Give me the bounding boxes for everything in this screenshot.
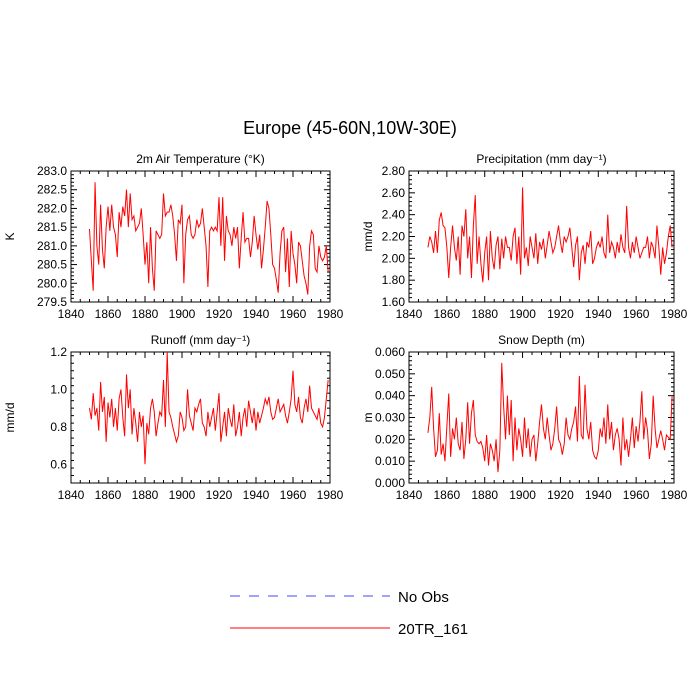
y-tick-label: 1.0 (50, 382, 67, 396)
y-tick-label: 282.0 (37, 201, 67, 215)
x-tick-label: 1980 (661, 488, 688, 502)
x-tick-label: 1860 (95, 488, 122, 502)
series-line-20tr-161 (427, 362, 673, 473)
x-tick-label: 1920 (547, 307, 574, 321)
y-axis-label: m (361, 413, 375, 423)
panel-snow-depth: Snow Depth (m) 1840 1860 1880 1900 1920 1940 19… (361, 333, 688, 502)
x-tick-label: 1980 (661, 307, 688, 321)
x-tick-label: 1940 (585, 307, 612, 321)
y-tick-label: 0.030 (375, 411, 405, 425)
series-line-20tr-161 (89, 182, 329, 295)
legend-label-no-obs: No Obs (398, 589, 449, 606)
x-tick-label: 1880 (471, 307, 498, 321)
x-tick-label: 1840 (58, 307, 85, 321)
x-tick-label: 1900 (509, 307, 536, 321)
panel-runoff: Runoff (mm day⁻¹) 1840 1860 1880 1900 1920 194… (3, 333, 344, 502)
y-tick-label: 0.6 (50, 457, 67, 471)
x-tick-label: 1880 (132, 307, 159, 321)
y-tick-label: 0.060 (375, 345, 405, 359)
x-tick-label: 1960 (623, 488, 650, 502)
x-tick-label: 1960 (623, 307, 650, 321)
y-tick-label: 1.60 (382, 295, 406, 309)
y-tick-label: 1.80 (382, 273, 406, 287)
y-tick-label: 0.000 (375, 476, 405, 490)
x-tick-label: 1940 (243, 307, 270, 321)
x-tick-label: 1880 (471, 488, 498, 502)
x-tick-label: 1980 (317, 488, 344, 502)
y-tick-label: 2.20 (382, 230, 406, 244)
x-tick-label: 1840 (396, 488, 423, 502)
x-tick-label: 1940 (585, 488, 612, 502)
x-tick-label: 1840 (396, 307, 423, 321)
series-line-20tr-161 (89, 351, 329, 465)
y-tick-label: 2.00 (382, 251, 406, 265)
x-tick-label: 1860 (95, 307, 122, 321)
y-axis-label: K (3, 232, 17, 240)
figure-title: Europe (45-60N,10W-30E) (243, 118, 457, 138)
y-tick-label: 0.010 (375, 454, 405, 468)
y-tick-label: 281.0 (37, 239, 67, 253)
x-tick-label: 1860 (434, 488, 461, 502)
y-tick-label: 283.0 (37, 164, 67, 178)
y-tick-label: 2.80 (382, 164, 406, 178)
y-tick-label: 1.2 (50, 345, 67, 359)
x-tick-label: 1900 (169, 307, 196, 321)
legend-label-20tr-161: 20TR_161 (398, 621, 468, 638)
legend: No Obs 20TR_161 (230, 589, 468, 638)
y-tick-label: 280.5 (37, 258, 67, 272)
x-tick-label: 1860 (434, 307, 461, 321)
x-tick-label: 1980 (317, 307, 344, 321)
panel-precipitation: Precipitation (mm day⁻¹) 1840 1860 1880 1900… (361, 152, 688, 321)
x-tick-label: 1960 (280, 488, 307, 502)
panel-title: Snow Depth (m) (498, 333, 585, 347)
y-axis-label: mm/d (361, 222, 375, 252)
y-tick-label: 282.5 (37, 183, 67, 197)
x-tick-label: 1920 (206, 307, 233, 321)
y-tick-label: 0.050 (375, 367, 405, 381)
x-tick-label: 1960 (280, 307, 307, 321)
y-tick-label: 281.5 (37, 220, 67, 234)
y-tick-label: 2.40 (382, 208, 406, 222)
x-tick-label: 1920 (547, 488, 574, 502)
y-tick-label: 0.020 (375, 432, 405, 446)
y-tick-label: 2.60 (382, 186, 406, 200)
x-tick-label: 1880 (132, 488, 159, 502)
y-tick-label: 0.8 (50, 420, 67, 434)
y-axis-label: mm/d (3, 403, 17, 433)
x-tick-label: 1920 (206, 488, 233, 502)
x-tick-label: 1940 (243, 488, 270, 502)
x-tick-label: 1900 (169, 488, 196, 502)
panel-title: Precipitation (mm day⁻¹) (476, 152, 606, 166)
y-tick-label: 280.0 (37, 276, 67, 290)
panel-air-temperature: 2m Air Temperature (°K) 1840 1860 1880 1900 1… (3, 152, 344, 321)
x-tick-label: 1840 (58, 488, 85, 502)
y-tick-label: 0.040 (375, 389, 405, 403)
panel-title: 2m Air Temperature (°K) (136, 152, 265, 166)
x-tick-label: 1900 (509, 488, 536, 502)
panel-title: Runoff (mm day⁻¹) (151, 333, 250, 347)
y-tick-label: 279.5 (37, 295, 67, 309)
series-line-20tr-161 (427, 187, 673, 283)
